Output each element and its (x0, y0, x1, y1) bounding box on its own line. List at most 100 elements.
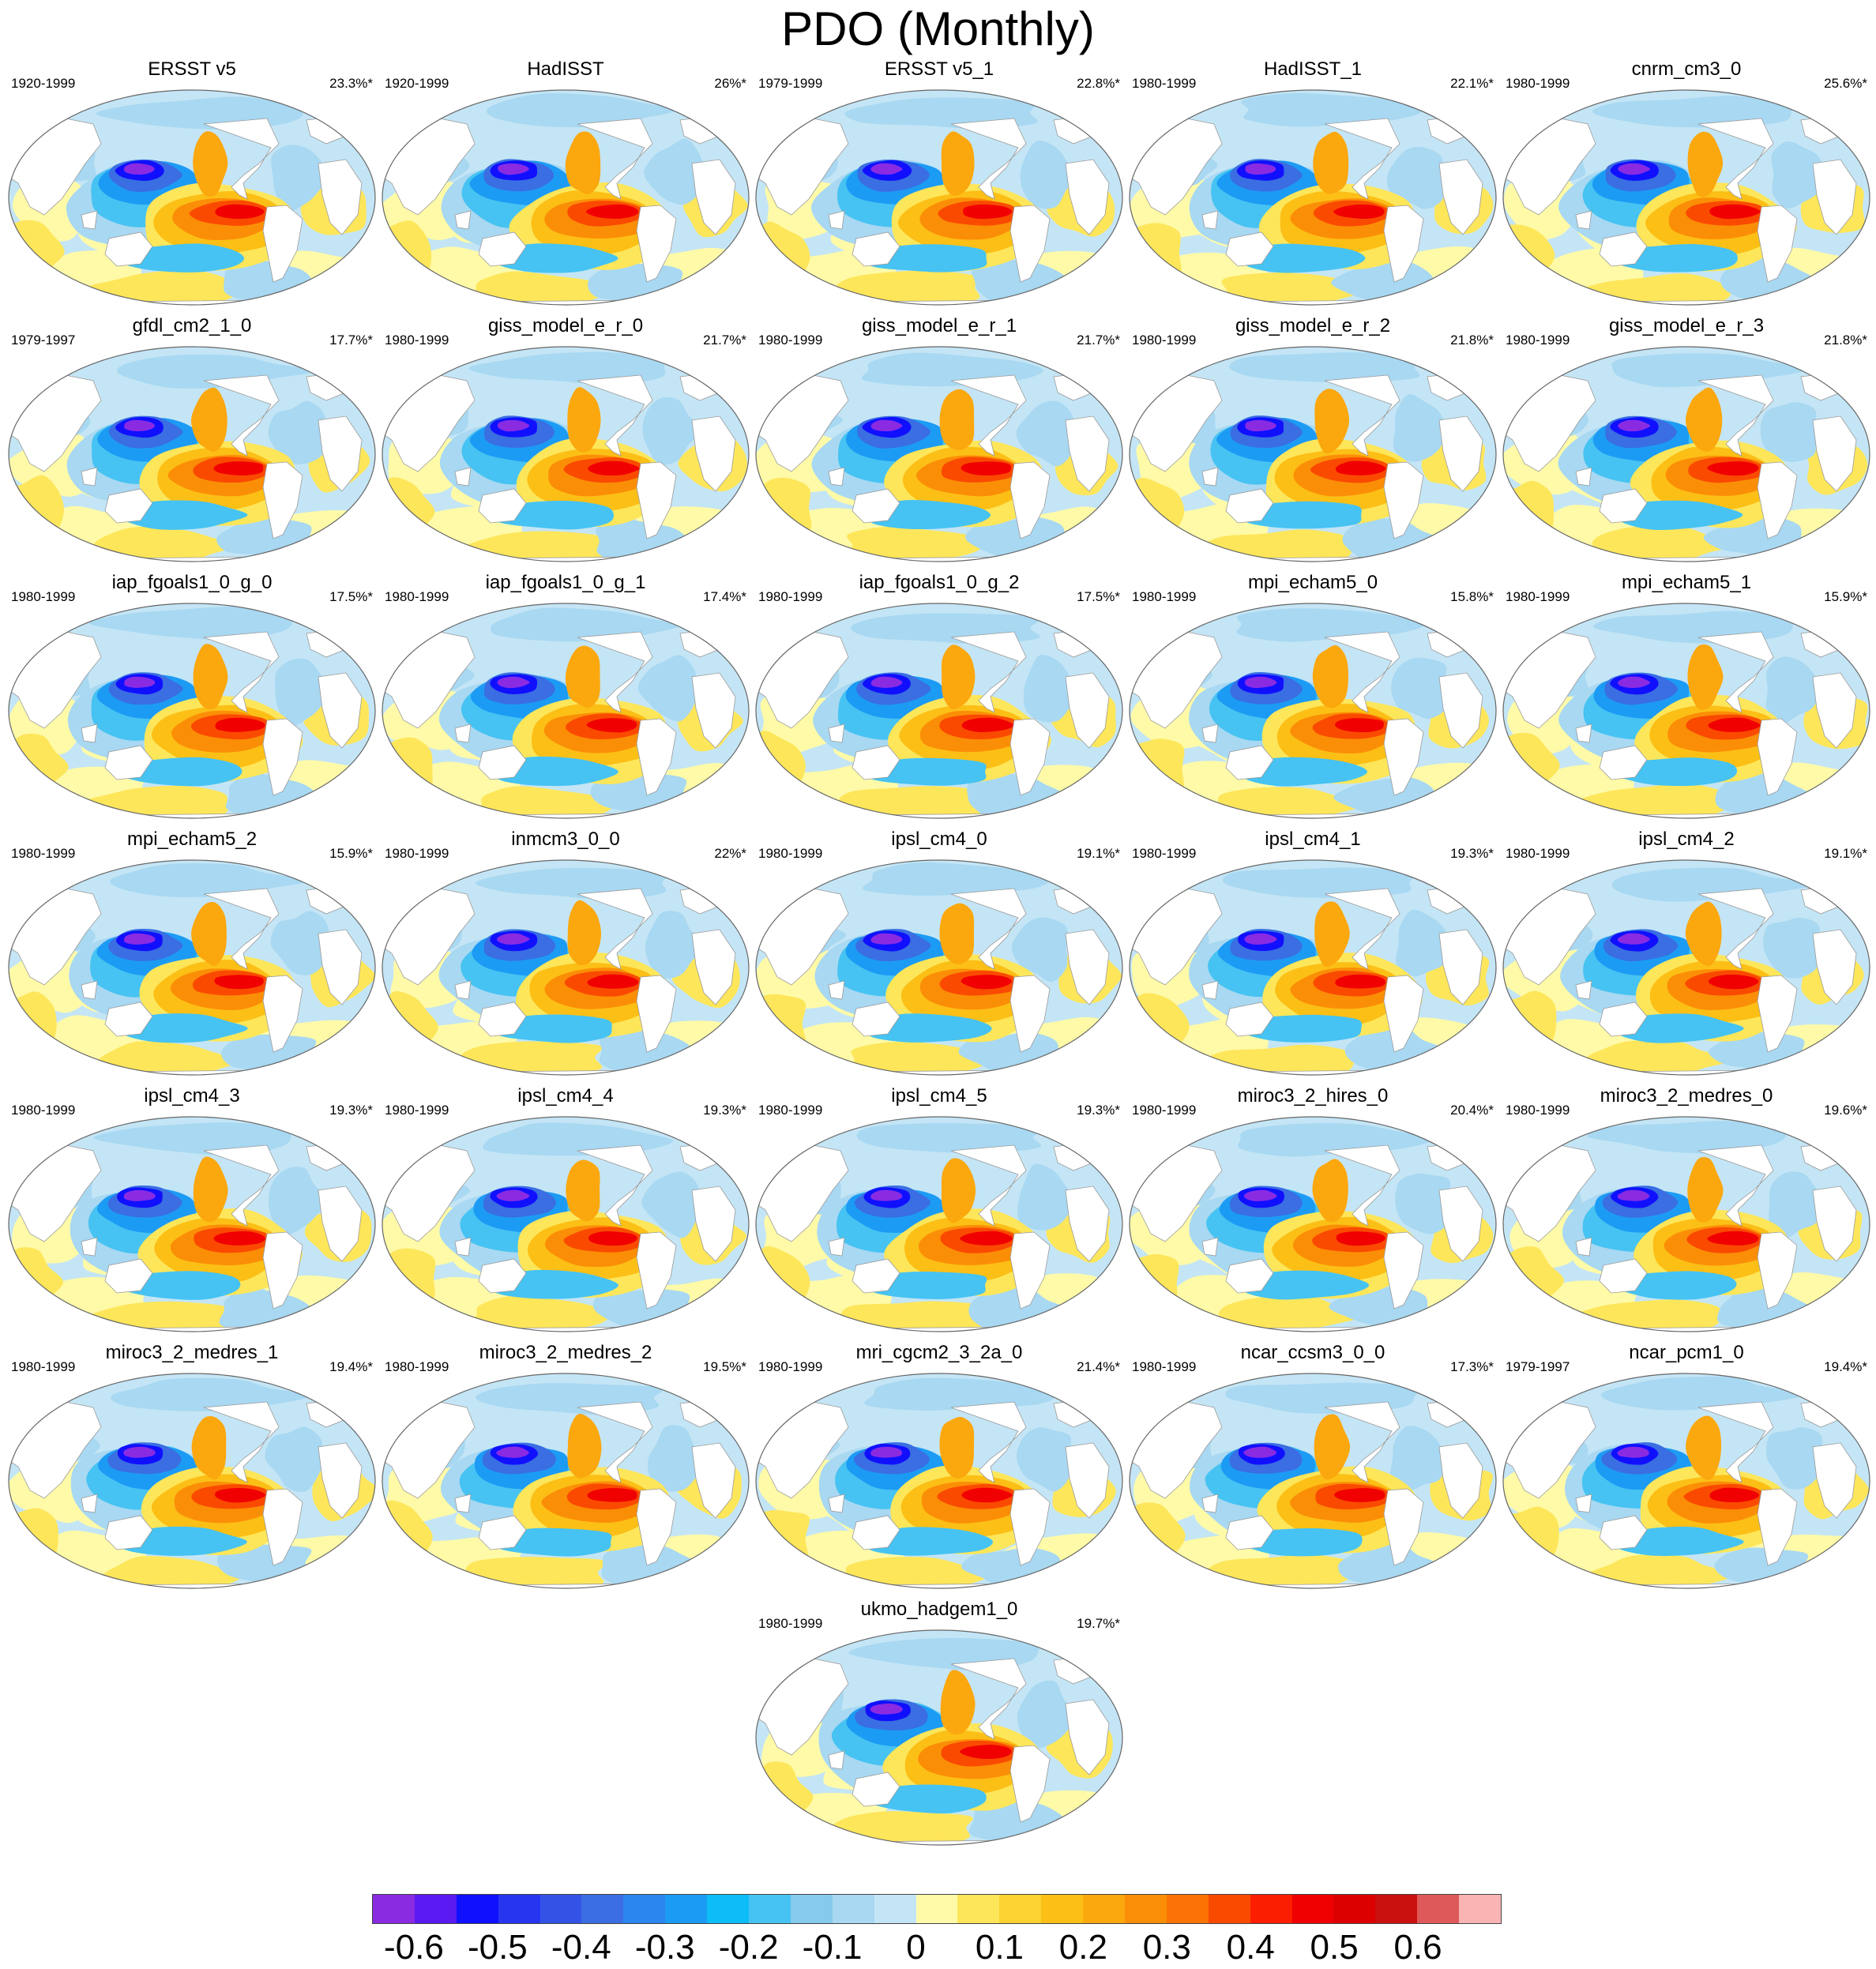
land-mass (1383, 1231, 1424, 1310)
land-mass (1383, 975, 1424, 1053)
land-mass (1225, 1258, 1274, 1294)
panel-years: 1980-1999 (385, 1359, 449, 1374)
land-mass (1757, 718, 1798, 796)
cold-anomaly-contour (124, 163, 155, 175)
land-mass (1324, 631, 1400, 713)
land-mass (691, 1442, 736, 1519)
pdo-map (755, 1629, 1123, 1846)
anomaly-patch (1503, 480, 1555, 544)
colorbar-swatch (1250, 1895, 1292, 1923)
land-mass (478, 745, 527, 780)
panel-variance-percent: 15.9%* (1824, 589, 1867, 604)
panel-variance-percent: 17.5%* (329, 589, 373, 604)
map-outline (1502, 89, 1870, 306)
anomaly-patch (1017, 1163, 1073, 1231)
panel-years: 1979-1999 (758, 76, 823, 91)
panel-variance-percent: 22.8%* (1077, 76, 1120, 91)
land-mass (950, 888, 1027, 970)
panel-variance-percent: 19.7%* (1077, 1616, 1120, 1631)
panel-variance-percent: 19.4%* (329, 1359, 373, 1374)
panel-title: giss_model_e_r_2 (1235, 315, 1391, 336)
map-panel: ukmo_hadgem1_0 1980-1999 19.7%* (754, 1599, 1125, 1847)
land-mass (1575, 1494, 1592, 1513)
anomaly-patch (268, 1167, 328, 1235)
anomaly-patch (468, 351, 666, 385)
colorbar-tick-label: -0.6 (384, 1928, 444, 1967)
warm-anomaly-contour (565, 131, 601, 194)
map-panel: mri_cgcm2_3_2a_0 1980-1999 21.4%* (754, 1342, 1125, 1591)
warm-anomaly-contour (1334, 1488, 1385, 1502)
pdo-map (382, 1116, 750, 1332)
land-mass (1697, 888, 1774, 970)
land-mass (1065, 1699, 1110, 1775)
land-mass (1324, 374, 1400, 457)
map-outline (1502, 1373, 1870, 1589)
panel-title: HadISST (527, 58, 604, 80)
warm-anomaly-contour (1687, 644, 1724, 710)
warm-anomaly-contour (190, 387, 227, 452)
land-mass (203, 631, 280, 713)
cold-anomaly-contour (496, 933, 530, 945)
warm-anomaly-contour (586, 718, 637, 733)
panel-title: inmcm3_0_0 (511, 829, 620, 850)
anomaly-patch (1389, 1426, 1446, 1491)
colorbar-tick-label: 0.1 (975, 1928, 1024, 1967)
land-mass (1225, 1515, 1274, 1550)
land-mass (852, 231, 900, 267)
warm-anomaly-contour (1709, 1487, 1760, 1503)
cold-anomaly-contour (496, 1446, 529, 1458)
pdo-map (8, 346, 376, 562)
map-panel: iap_fgoals1_0_g_1 1980-1999 17.4%* (380, 572, 751, 821)
land-mass (1229, 1583, 1397, 1588)
anomaly-patch (756, 1509, 810, 1571)
anomaly-patch (1016, 400, 1074, 467)
warm-anomaly-contour (215, 204, 265, 220)
panel-variance-percent: 19.4%* (1824, 1359, 1867, 1374)
panel-years: 1980-1999 (1132, 333, 1197, 348)
pdo-map (8, 1373, 376, 1589)
land-mass (1065, 1442, 1110, 1519)
map-panel: miroc3_2_medres_1 1980-1999 19.4%* (6, 1342, 378, 1591)
land-mass (691, 929, 736, 1005)
panel-years: 1920-1999 (11, 76, 76, 91)
anomaly-patch (1020, 141, 1076, 209)
land-mass (454, 1494, 472, 1513)
land-mass (482, 1069, 649, 1075)
land-mass (1229, 813, 1397, 818)
map-field (382, 347, 749, 562)
panel-years: 1980-1999 (758, 1359, 823, 1374)
map-field (382, 603, 749, 818)
land-mass (1065, 415, 1110, 492)
map-panel: giss_model_e_r_3 1980-1999 21.8%* (1501, 315, 1872, 564)
pdo-map (755, 603, 1123, 819)
land-mass (577, 1401, 653, 1483)
panel-years: 1980-1999 (758, 846, 823, 861)
map-panel: gfdl_cm2_1_0 1979-1997 17.7%* (6, 315, 378, 564)
colorbar-swatch (1208, 1895, 1250, 1923)
anomaly-patch (1587, 1121, 1787, 1154)
map-outline (1502, 603, 1870, 819)
land-mass (1201, 467, 1219, 487)
land-mass (203, 1401, 280, 1483)
panel-years: 1980-1999 (1506, 1103, 1570, 1118)
warm-anomaly-contour (963, 204, 1013, 220)
map-panel: giss_model_e_r_0 1980-1999 21.7%* (380, 315, 751, 564)
cold-anomaly-contour (118, 1013, 248, 1043)
map-panel: giss_model_e_r_2 1980-1999 21.8%* (1127, 315, 1498, 564)
land-mass (108, 1583, 276, 1588)
anomaly-patch (469, 1295, 611, 1332)
land-mass (478, 1515, 527, 1550)
land-mass (104, 1001, 153, 1037)
panel-variance-percent: 21.8%* (1450, 333, 1494, 348)
map-outline (1129, 346, 1497, 562)
colorbar-swatch (874, 1895, 916, 1923)
land-mass (1065, 929, 1110, 1005)
land-mass (1225, 745, 1274, 780)
anomaly-patch (648, 1425, 706, 1492)
land-mass (262, 1488, 303, 1566)
panel-title: giss_model_e_r_1 (861, 315, 1017, 336)
panel-title: ERSST v5_1 (884, 58, 994, 80)
panel-title: miroc3_2_medres_2 (479, 1342, 652, 1363)
panel-years: 1980-1999 (758, 1616, 823, 1631)
cold-anomaly-contour (123, 1189, 156, 1201)
